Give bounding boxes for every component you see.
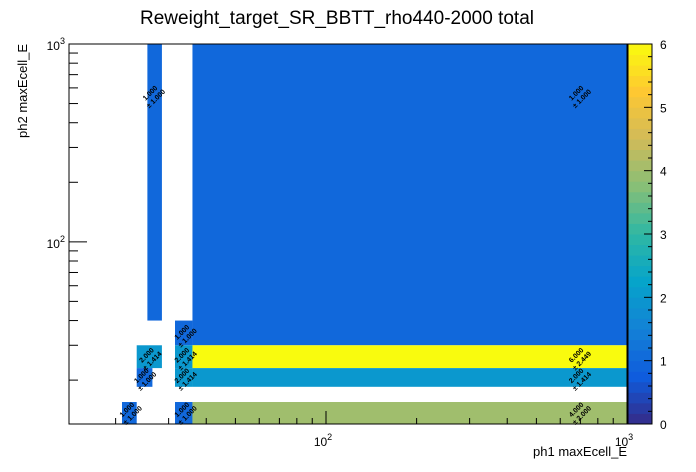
plot-frame [68, 43, 628, 425]
palette-swatch [628, 223, 652, 235]
palette-swatch [628, 149, 652, 161]
palette-swatch [628, 44, 652, 56]
palette-swatch [628, 371, 652, 383]
z-tick-label: 5 [660, 101, 667, 115]
chart-title: Reweight_target_SR_BBTT_rho440-2000 tota… [140, 8, 534, 29]
palette-swatch [628, 234, 652, 246]
palette-swatch [628, 160, 652, 172]
palette-swatch [628, 86, 652, 98]
heatmap-cell [192, 44, 627, 346]
palette-swatch [628, 381, 652, 393]
palette-swatch [628, 191, 652, 203]
palette-swatch [628, 75, 652, 87]
palette-swatch [628, 402, 652, 414]
palette-swatch [628, 181, 652, 193]
cell-value-label: 1.000± 1.000 [142, 85, 167, 110]
color-palette: 0 1 2 3 4 5 6 [627, 38, 667, 432]
palette-swatch [628, 339, 652, 351]
heatmap-cell [175, 368, 193, 387]
heatmap-cell [136, 368, 153, 387]
y-axis-title: ph2 maxEcell_E [15, 44, 30, 138]
z-tick-label: 4 [660, 165, 667, 179]
palette-swatch [628, 255, 652, 267]
palette-swatch [628, 65, 652, 77]
palette-swatch [628, 107, 652, 119]
palette-swatch [628, 265, 652, 277]
palette-swatch [628, 244, 652, 256]
heatmap-cell [175, 345, 193, 369]
palette-swatch [628, 350, 652, 362]
cell-value-label: 1.000± 1.000 [119, 401, 144, 426]
tick-label: 103 [615, 432, 633, 449]
palette-swatch [628, 212, 652, 224]
heatmap-cells [122, 44, 627, 424]
palette-swatch [628, 392, 652, 404]
palette-swatch [628, 286, 652, 298]
heatmap-cell [136, 345, 162, 369]
z-tick-label: 1 [660, 355, 667, 369]
heatmap-cell [175, 320, 193, 346]
palette-swatch [628, 413, 652, 425]
palette-swatch [628, 117, 652, 129]
cell-value-label: 1.000± 1.000 [133, 367, 158, 392]
z-tick-label: 2 [660, 291, 667, 305]
axis-ticks: 102 103 102 103 [47, 36, 634, 449]
palette-swatch [628, 139, 652, 151]
palette-swatch [628, 276, 652, 288]
palette-swatch [628, 54, 652, 66]
heatmap-cell [175, 402, 193, 424]
palette-swatch [628, 202, 652, 214]
palette-swatch [628, 360, 652, 372]
heatmap-cell [147, 44, 162, 321]
tick-label: 102 [314, 432, 332, 449]
tick-label: 102 [47, 234, 65, 251]
tick-label: 103 [47, 36, 65, 53]
palette-swatch [628, 96, 652, 108]
heatmap-cell [192, 368, 627, 387]
heatmap-cell [192, 402, 627, 424]
palette-swatch [628, 329, 652, 341]
palette-swatch [628, 318, 652, 330]
z-tick-label: 6 [660, 38, 667, 52]
heatmap-cell [122, 402, 137, 424]
x-axis-title: ph1 maxEcell_E [533, 444, 627, 459]
z-tick-label: 3 [660, 228, 667, 242]
z-tick-label: 0 [660, 418, 667, 432]
palette-swatch [628, 170, 652, 182]
heatmap-cell [192, 345, 627, 369]
palette-swatch [628, 128, 652, 140]
palette-swatch [628, 297, 652, 309]
palette-swatch [628, 307, 652, 319]
